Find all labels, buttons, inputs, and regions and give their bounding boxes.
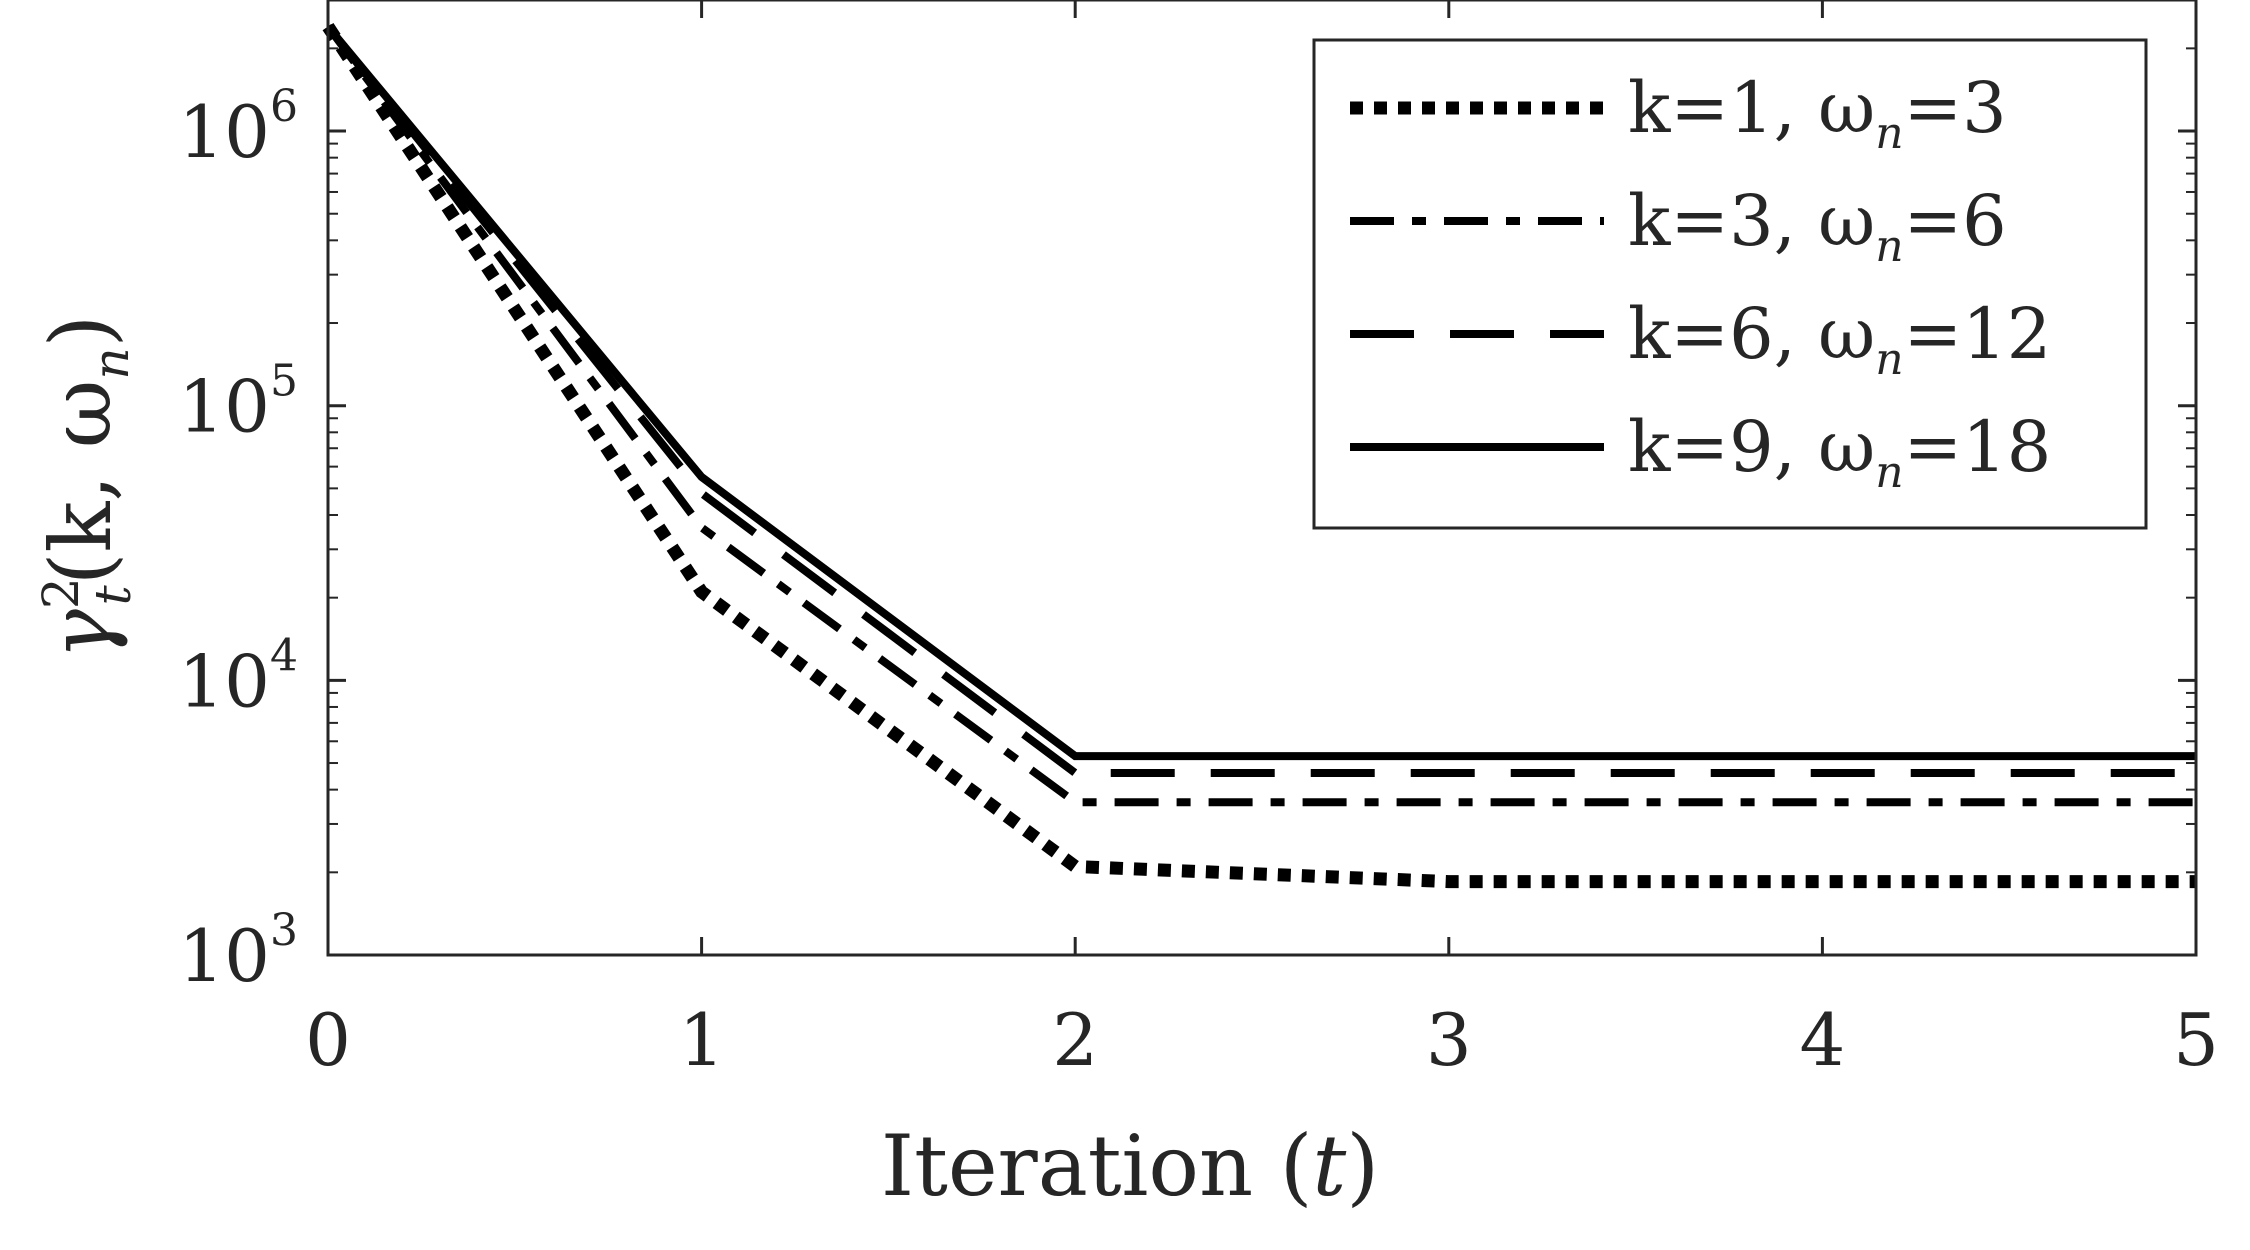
series-line-4 [324,24,2196,761]
x-tick-label: 2 [1052,998,1098,1082]
tick-labels: 0 1 2 3 4 5 103 104 105 106 [178,81,2219,1082]
legend-label-2: k=3, ωn=6 [1628,180,2007,272]
x-tick-label: 0 [305,998,351,1082]
axes-box [326,0,2198,957]
x-tick-label: 5 [2173,998,2219,1082]
axis-ticks [326,0,2198,957]
y-tick-label: 103 [178,905,298,998]
x-axis-title: Iteration (t) [881,1117,1379,1215]
y-tick-label: 106 [178,81,298,174]
series-line-1 [322,23,2196,889]
legend-box [1312,38,2148,530]
x-tick-label: 4 [1799,998,1845,1082]
series-line-2 [324,24,2196,807]
legend-label-4: k=9, ωn=18 [1628,406,2051,498]
legend-label-3: k=6, ωn=12 [1628,293,2051,385]
y-tick-label: 105 [178,356,298,449]
x-tick-label: 3 [1426,998,1472,1082]
series-line-3 [324,24,2196,777]
y-tick-label: 104 [178,630,298,723]
y-axis-title: γ2t(k, ωn) [32,315,142,660]
legend: k=1, ωn=3 k=3, ωn=6 k=6, ωn=12 k=9, ωn=18 [1312,38,2148,530]
series-lines [322,23,2196,889]
legend-label-1: k=1, ωn=3 [1628,67,2007,159]
x-tick-label: 1 [679,998,725,1082]
